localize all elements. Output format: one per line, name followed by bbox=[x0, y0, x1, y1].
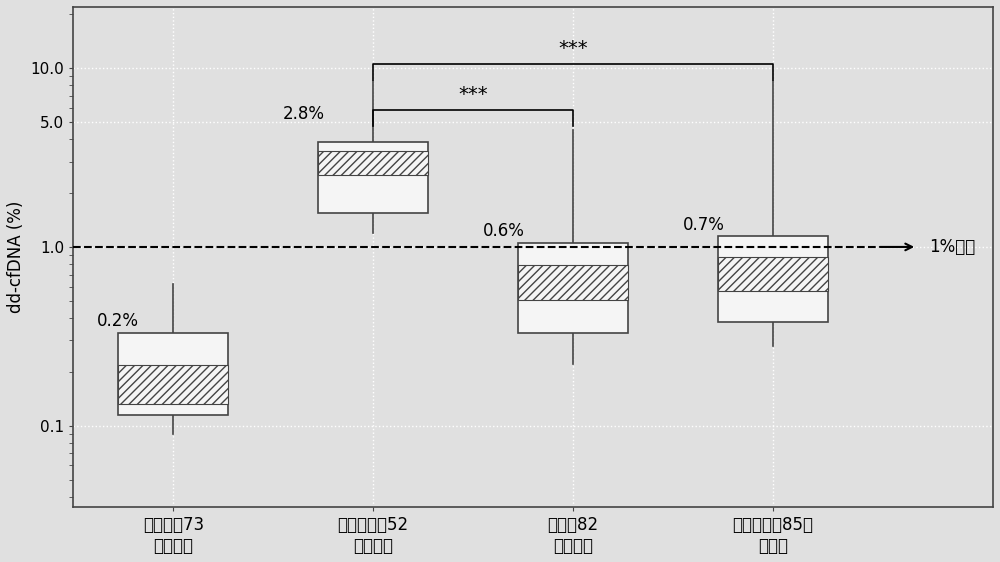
Text: 0.2%: 0.2% bbox=[97, 312, 139, 330]
Text: 1%阈值: 1%阈值 bbox=[929, 238, 975, 256]
Bar bbox=[518, 243, 628, 333]
Bar bbox=[718, 236, 828, 322]
Bar bbox=[118, 365, 228, 404]
Bar bbox=[518, 265, 628, 300]
Y-axis label: dd-cfDNA (%): dd-cfDNA (%) bbox=[7, 201, 25, 313]
Text: 0.7%: 0.7% bbox=[683, 216, 725, 234]
Text: ***: *** bbox=[458, 85, 488, 105]
Bar bbox=[318, 142, 428, 213]
Text: 0.6%: 0.6% bbox=[483, 222, 525, 240]
Bar bbox=[318, 151, 428, 175]
Bar bbox=[718, 257, 828, 291]
Text: 2.8%: 2.8% bbox=[283, 105, 325, 123]
Text: ***: *** bbox=[558, 39, 588, 58]
Bar bbox=[118, 333, 228, 415]
